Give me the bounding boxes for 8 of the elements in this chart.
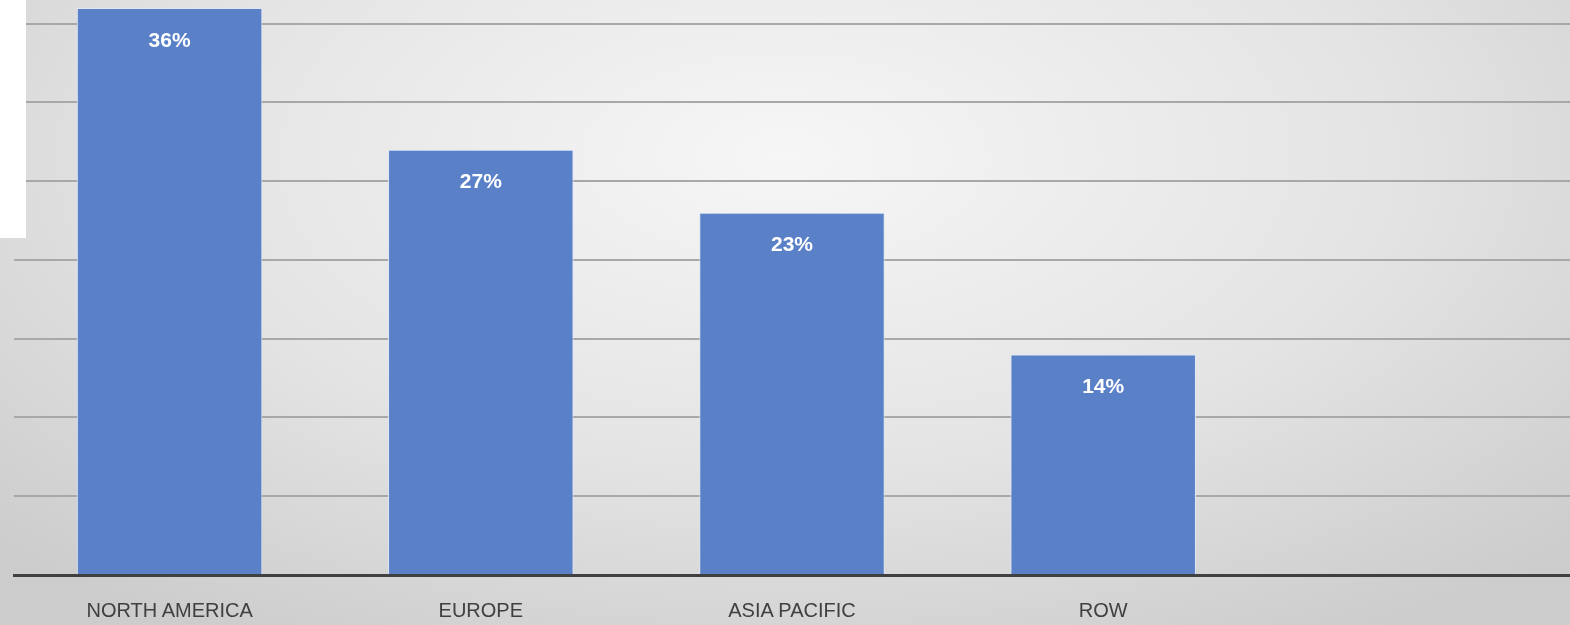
data-label: 27% bbox=[459, 169, 503, 193]
x-tick-label: NORTH AMERICA bbox=[86, 598, 254, 621]
data-label: 23% bbox=[770, 232, 814, 256]
x-tick-label: EUROPE bbox=[438, 598, 524, 621]
data-label: 14% bbox=[1082, 374, 1125, 398]
x-tick-label: ASIA PACIFIC bbox=[728, 598, 856, 621]
data-label: 36% bbox=[148, 27, 191, 51]
x-tick-label: ROW bbox=[1078, 598, 1128, 621]
